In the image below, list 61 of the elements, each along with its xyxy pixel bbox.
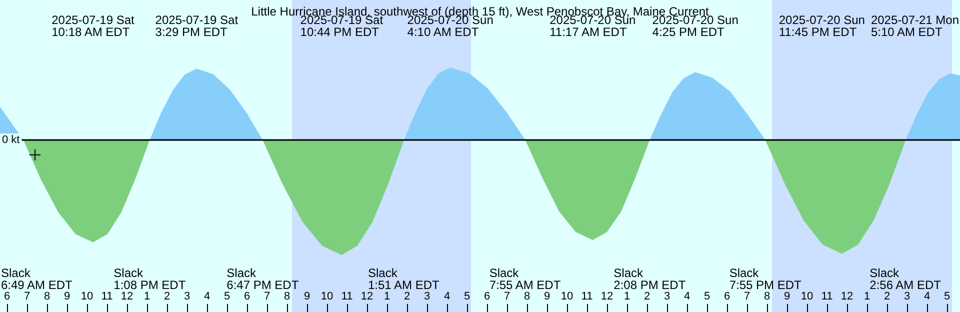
text: 2025-07-19 Sat 3:29 PM EDT [155,13,239,39]
x-tick-label: 8 [284,290,290,302]
x-tick-label: 2 [404,290,410,302]
text: Slack 2:56 AM EDT [870,266,942,292]
x-tick-label: 6 [724,290,730,302]
x-tick-label: 1 [864,290,870,302]
x-tick-label: 8 [44,290,50,302]
text: Slack 7:55 PM EDT [729,266,802,292]
x-tick-label: 1 [144,290,150,302]
x-tick-label: 9 [784,290,790,302]
text: Slack 7:55 AM EDT [489,266,562,292]
text: Slack 2:08 PM EDT [614,266,686,292]
x-tick-label: 7 [744,290,750,302]
x-tick-label: 9 [64,290,70,302]
x-tick-label: 6 [484,290,490,302]
text: 2025-07-19 Sat 10:18 AM EDT [52,13,136,39]
x-tick-label: 7 [24,290,30,302]
text: Slack 1:08 PM EDT [114,266,186,292]
x-tick-label: 2 [164,290,170,302]
text: Slack 6:49 AM EDT [1,266,74,292]
x-tick-label: 11 [581,290,593,302]
x-tick-label: 5 [944,290,950,302]
x-tick-label: 11 [821,290,833,302]
text: Slack 6:47 PM EDT [226,266,300,292]
x-tick-label: 11 [341,290,353,302]
x-tick-label: 5 [224,290,230,302]
x-tick-label: 8 [764,290,770,302]
x-tick-label: 3 [424,290,430,302]
text: Slack 1:51 AM EDT [368,266,440,292]
x-tick-label: 4 [204,290,210,302]
x-tick-label: 3 [904,290,910,302]
x-tick-label: 9 [304,290,310,302]
x-tick-label: 10 [80,290,94,302]
x-tick-label: 1 [384,290,390,302]
x-tick-label: 3 [184,290,190,302]
x-tick-label: 9 [544,290,550,302]
x-tick-label: 10 [320,290,334,302]
x-tick-label: 11 [101,290,113,302]
text: 2025-07-20 Sun 11:45 PM EDT [778,13,865,39]
x-tick-label: 6 [244,290,250,302]
x-tick-label: 12 [600,290,614,302]
x-tick-label: 10 [560,290,574,302]
x-tick-label: 8 [524,290,530,302]
x-tick-label: 12 [840,290,854,302]
x-tick-label: 12 [360,290,374,302]
x-tick-label: 6 [4,290,10,302]
x-tick-label: 1 [624,290,630,302]
x-tick-label: 4 [924,290,930,302]
x-tick-label: 2 [884,290,890,302]
x-tick-label: 2 [644,290,650,302]
x-tick-label: 7 [504,290,510,302]
x-tick-label: 7 [264,290,270,302]
ref-line-label: 0 kt [2,134,20,146]
x-tick-label: 10 [800,290,814,302]
x-tick-label: 12 [120,290,134,302]
x-tick-label: 3 [664,290,670,302]
x-tick-label: 4 [684,290,690,302]
x-tick-label: 5 [464,290,470,302]
x-tick-label: 4 [444,290,450,302]
text: 2025-07-21 Mon 5:10 AM EDT [870,13,959,39]
x-tick-label: 5 [704,290,710,302]
